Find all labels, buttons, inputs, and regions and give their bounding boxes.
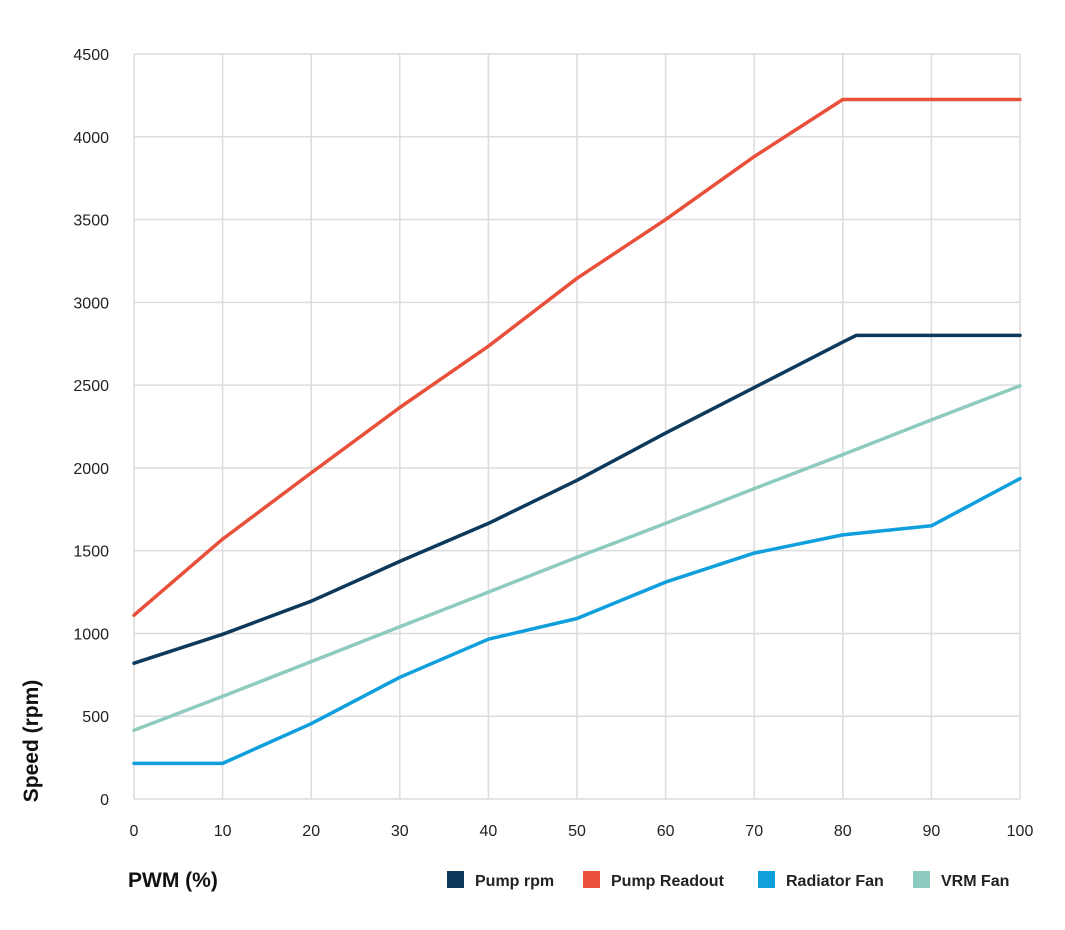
x-tick-label: 80: [834, 823, 852, 840]
x-tick-label: 50: [568, 823, 586, 840]
legend-item-radiator-fan: Radiator Fan: [758, 871, 884, 890]
y-tick-label: 4000: [73, 130, 109, 147]
y-tick-label: 3000: [73, 295, 109, 312]
legend-label: Radiator Fan: [786, 873, 884, 890]
legend: Pump rpm Pump Readout Radiator Fan VRM Fan: [447, 871, 1009, 890]
legend-item-vrm-fan: VRM Fan: [913, 871, 1009, 890]
y-tick-label: 0: [100, 792, 109, 809]
legend-label: Pump rpm: [475, 873, 554, 890]
x-tick-label: 70: [745, 823, 763, 840]
x-tick-label: 30: [391, 823, 409, 840]
y-tick-label: 3500: [73, 213, 109, 230]
series-line-radiator-fan: [132, 476, 1022, 766]
x-tick-label: 60: [657, 823, 675, 840]
series-lines: [132, 97, 1022, 766]
x-tick-label: 40: [480, 823, 498, 840]
series-line-pump-readout: [132, 97, 1022, 617]
y-tick-label: 1500: [73, 544, 109, 561]
y-tick-label: 500: [82, 709, 109, 726]
series-line-pump-rpm: [132, 333, 1022, 665]
legend-swatch: [913, 871, 930, 888]
x-tick-label: 0: [130, 823, 139, 840]
y-tick-label: 2500: [73, 378, 109, 395]
x-tick-label: 100: [1007, 823, 1034, 840]
x-axis-ticks: 0 10 20 30 40 50 60 70 80 90 100: [130, 823, 1034, 840]
x-tick-label: 10: [214, 823, 232, 840]
y-axis-ticks: 0 500 1000 1500 2000 2500 3000 3500 4000 4500: [73, 47, 109, 809]
y-axis-title: Speed (rpm): [20, 680, 43, 803]
y-tick-label: 2000: [73, 461, 109, 478]
x-tick-label: 90: [923, 823, 941, 840]
legend-swatch: [447, 871, 464, 888]
legend-swatch: [758, 871, 775, 888]
legend-swatch: [583, 871, 600, 888]
x-axis-title: PWM (%): [128, 869, 218, 892]
legend-label: VRM Fan: [941, 873, 1009, 890]
grid: [133, 53, 1021, 800]
legend-item-pump-readout: Pump Readout: [583, 871, 725, 890]
y-tick-label: 4500: [73, 47, 109, 64]
x-tick-label: 20: [302, 823, 320, 840]
y-tick-label: 1000: [73, 626, 109, 643]
legend-item-pump-rpm: Pump rpm: [447, 871, 554, 890]
legend-label: Pump Readout: [611, 873, 725, 890]
series-line-vrm-fan: [132, 384, 1022, 733]
